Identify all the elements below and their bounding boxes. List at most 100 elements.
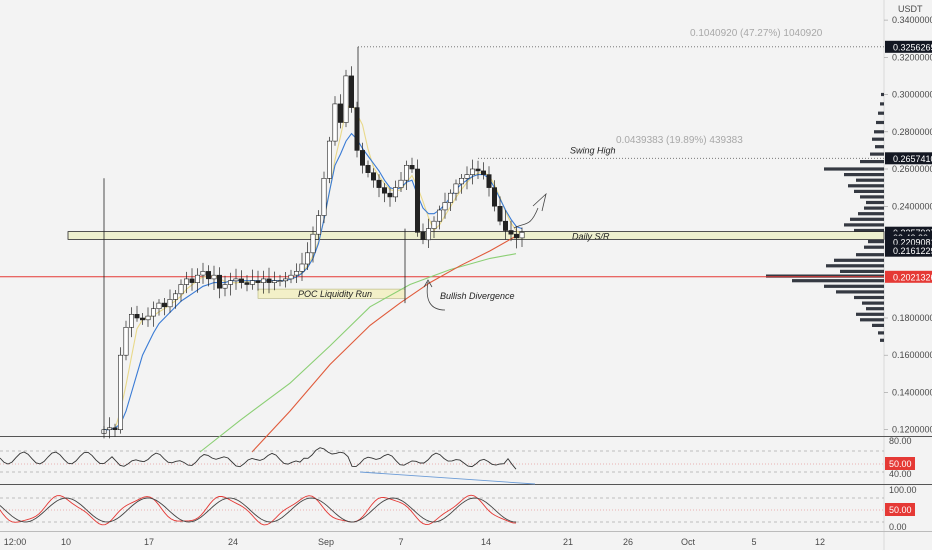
- candle-down: [480, 170, 486, 175]
- volume-profile-bar: [864, 206, 884, 210]
- volume-profile-bar: [844, 173, 884, 177]
- candle-up: [469, 168, 475, 175]
- volume-profile-bar: [854, 295, 884, 300]
- price-tag-label: 0.3256269: [893, 42, 932, 52]
- price-tag-box: [885, 270, 932, 283]
- volume-profile-bar: [872, 323, 884, 327]
- divergence-arrowhead: [423, 279, 433, 288]
- price-tag-label: 0.2209081: [893, 237, 932, 247]
- rsi-pane: 80.00 40.00 50.00: [0, 436, 915, 485]
- candle-up: [431, 220, 437, 229]
- plot-background: [0, 0, 884, 550]
- candle-up: [173, 293, 179, 300]
- candle-down: [475, 168, 481, 172]
- candle-up: [304, 252, 310, 265]
- candle-up: [260, 278, 266, 283]
- volume-profile-bar: [856, 178, 884, 182]
- candle-down: [497, 206, 503, 222]
- candle-up: [222, 284, 228, 289]
- daily-sr-label: Daily S/R: [572, 231, 610, 241]
- candle-up: [453, 183, 459, 194]
- stoch-tick-100: 100.00: [889, 485, 917, 495]
- time-axis-ticks: 12:00 10 17 24 Sep 7 14 21 26 Oct 5 12: [4, 537, 825, 547]
- volume-profile-bar: [792, 279, 884, 283]
- candle-down: [502, 220, 508, 231]
- rsi-tick-80: 80.00: [889, 436, 912, 446]
- stoch-rsi-pane: 100.00 0.00 50.00: [0, 485, 917, 532]
- candle-up: [326, 140, 332, 179]
- candle-up: [321, 178, 327, 216]
- stoch-value-label: 50.00: [889, 505, 912, 515]
- time-tick-label: 12: [815, 537, 825, 547]
- candle-down: [508, 230, 514, 235]
- projection-arrowhead: [532, 192, 547, 212]
- candle-up: [195, 274, 201, 283]
- volume-profile-bar: [878, 331, 884, 335]
- candle-up: [271, 280, 277, 283]
- candle-down: [239, 278, 245, 283]
- volume-profile-bar: [868, 240, 884, 244]
- volume-profile-bar: [880, 102, 884, 106]
- time-tick-label: 10: [61, 537, 71, 547]
- candle-down: [266, 278, 272, 283]
- candle-down: [365, 165, 371, 174]
- candle-up: [184, 278, 190, 285]
- candle-up: [436, 209, 442, 222]
- time-tick-label: 24: [228, 537, 238, 547]
- candle-down: [140, 317, 146, 321]
- volume-profile-bar: [862, 301, 884, 305]
- volume-profile-bar: [824, 284, 884, 288]
- candle-up: [129, 313, 135, 328]
- volume-profile-bar: [766, 274, 884, 278]
- candle-up: [156, 302, 162, 310]
- candle-up: [250, 280, 256, 285]
- candle-up: [151, 308, 157, 317]
- stoch-k-line: [0, 494, 517, 526]
- volume-profile-bar: [875, 145, 884, 149]
- candle-down: [370, 172, 376, 181]
- volume-profile-bar: [824, 167, 884, 171]
- price-tick-label: 0.1800000: [892, 313, 932, 323]
- volume-profile-bar: [850, 217, 884, 221]
- volume-profile-bar: [860, 160, 884, 164]
- candle-up: [288, 274, 294, 280]
- time-tick-label: 17: [144, 537, 154, 547]
- candle-up: [200, 271, 206, 276]
- measure-label-1: 0.1040920 (47.27%) 1040920: [690, 28, 823, 39]
- candle-down: [206, 271, 212, 280]
- time-tick-label: 26: [623, 537, 633, 547]
- currency-label: USDT: [898, 4, 923, 14]
- time-tick-label: Sep: [318, 537, 334, 547]
- candle-down: [244, 282, 250, 285]
- candle-down: [414, 168, 420, 233]
- volume-profile-bar: [870, 152, 884, 156]
- volume-profile-bar: [881, 92, 884, 97]
- price-tick-label: 0.2600000: [892, 164, 932, 174]
- candle-up: [118, 354, 124, 431]
- stoch-tick-0: 0.00: [889, 522, 907, 532]
- candle-down: [134, 313, 140, 319]
- price-tick-label: 0.2400000: [892, 201, 932, 211]
- candle-down: [381, 187, 387, 194]
- candle-up: [315, 215, 321, 235]
- candle-down: [162, 302, 168, 308]
- price-tick-label: 0.2800000: [892, 127, 932, 137]
- bullish-divergence-label: Bullish Divergence: [440, 291, 515, 301]
- volume-profile-bar: [858, 212, 884, 216]
- candle-down: [112, 427, 118, 430]
- divergence-arrow: [426, 281, 446, 311]
- volume-profile-bar: [864, 245, 884, 249]
- time-tick-label: 12:00: [4, 537, 27, 547]
- candle-down: [217, 274, 223, 289]
- price-tick-label: 0.3400000: [892, 15, 932, 25]
- candle-up: [403, 165, 409, 181]
- rsi-tick-40: 40.00: [889, 469, 912, 479]
- candle-up: [343, 75, 349, 123]
- candle-up: [458, 178, 464, 185]
- candle-up: [398, 179, 404, 188]
- volume-profile-bar: [866, 307, 884, 311]
- volume-profile-bar: [856, 253, 884, 257]
- volume-profile-bar: [836, 290, 884, 294]
- volume-profile-bar: [878, 111, 884, 115]
